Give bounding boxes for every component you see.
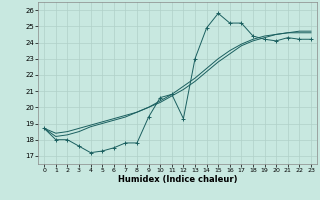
X-axis label: Humidex (Indice chaleur): Humidex (Indice chaleur) bbox=[118, 175, 237, 184]
